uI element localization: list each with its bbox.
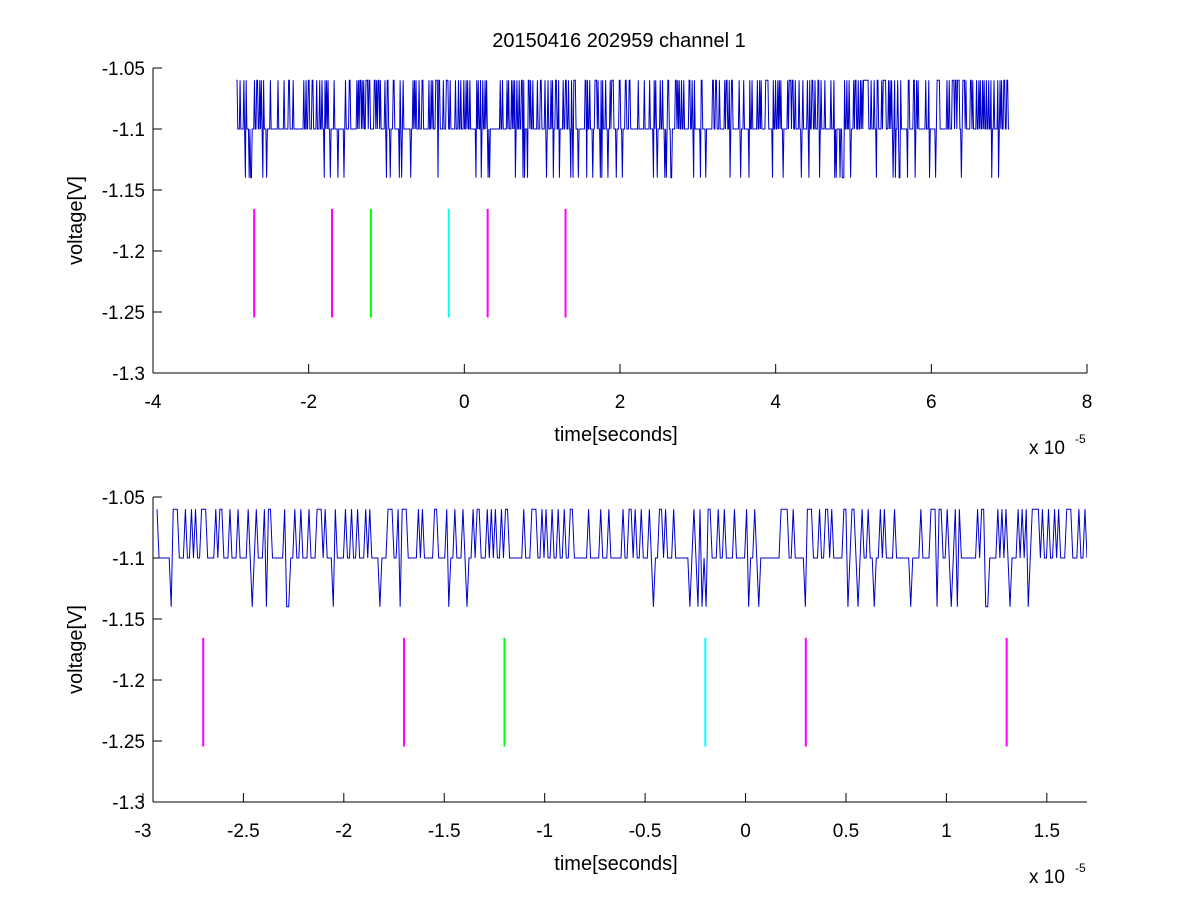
x-tick-label: -2 bbox=[335, 821, 352, 842]
signal-series-line bbox=[236, 79, 1010, 179]
bottom-axes: -1.3 -1.25 -1.2 -1.15 -1.1 -1.05 -3 -2.5 -2 -1.5 -… bbox=[65, 488, 1087, 888]
signal-series-line bbox=[156, 508, 1087, 608]
x-tick-label: 0 bbox=[459, 392, 470, 413]
x-tick-label: -2.5 bbox=[227, 821, 260, 842]
y-tick-label: -1.3 bbox=[112, 793, 145, 814]
plot-area bbox=[236, 79, 1010, 318]
x-tick-label: -2 bbox=[300, 392, 317, 413]
x-tick-label: 4 bbox=[770, 392, 781, 413]
y-axis-label: voltage[V] bbox=[65, 605, 87, 694]
y-tick-label: -1.15 bbox=[102, 610, 145, 631]
x-exponent-power: -5 bbox=[1075, 861, 1086, 875]
x-exponent-label: x 10 bbox=[1029, 867, 1065, 888]
x-tick-label: 2 bbox=[615, 392, 626, 413]
y-tick-label: -1.2 bbox=[112, 671, 145, 692]
y-tick-label: -1.2 bbox=[112, 242, 145, 263]
x-tick-label: 0 bbox=[740, 821, 751, 842]
x-tick-label: -1.5 bbox=[428, 821, 461, 842]
y-tick-label: -1.25 bbox=[102, 303, 145, 324]
x-axis-label: time[seconds] bbox=[554, 853, 677, 875]
y-tick-label: -1.15 bbox=[102, 181, 145, 202]
figure-title: 20150416 202959 channel 1 bbox=[492, 30, 746, 52]
x-exponent-label: x 10 bbox=[1029, 438, 1065, 459]
y-tick-label: -1.05 bbox=[102, 488, 145, 509]
plot-area bbox=[156, 508, 1087, 747]
y-tick-label: -1.25 bbox=[102, 732, 145, 753]
y-tick-label: -1.1 bbox=[112, 120, 145, 141]
x-tick-label: -3 bbox=[135, 821, 152, 842]
x-tick-label: -0.5 bbox=[629, 821, 662, 842]
x-tick-label: 0.5 bbox=[833, 821, 859, 842]
x-tick-label: -4 bbox=[145, 392, 162, 413]
y-tick-label: -1.1 bbox=[112, 549, 145, 570]
y-axis-label: voltage[V] bbox=[65, 176, 87, 265]
x-exponent-power: -5 bbox=[1075, 432, 1086, 446]
y-tick-label: -1.3 bbox=[112, 364, 145, 385]
y-tick-label: -1.05 bbox=[102, 59, 145, 80]
x-tick-label: 6 bbox=[926, 392, 937, 413]
x-tick-label: 1.5 bbox=[1034, 821, 1060, 842]
x-tick-label: 8 bbox=[1082, 392, 1093, 413]
top-axes: -1.3 -1.25 -1.2 -1.15 -1.1 -1.05 -4 -2 0 2 4 6 8 time… bbox=[65, 59, 1092, 459]
x-tick-label: 1 bbox=[941, 821, 952, 842]
x-axis-label: time[seconds] bbox=[554, 424, 677, 446]
x-tick-label: -1 bbox=[536, 821, 553, 842]
